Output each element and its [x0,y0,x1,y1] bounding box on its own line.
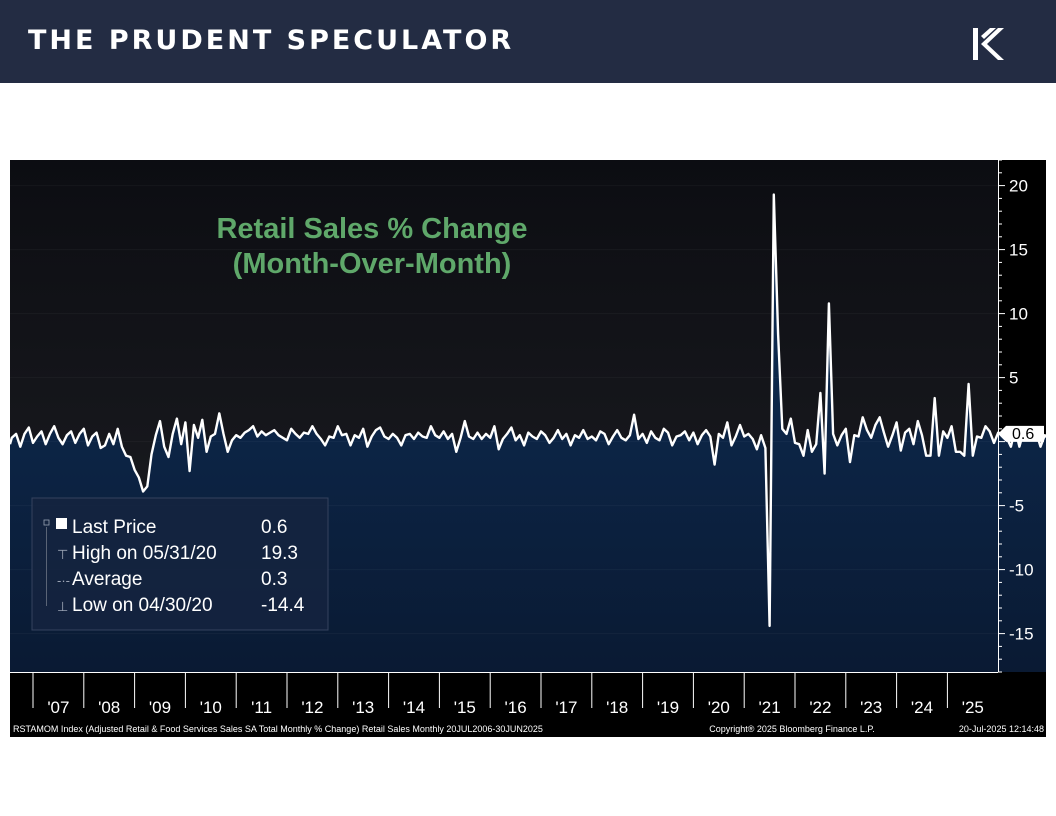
chart-title: Retail Sales % Change [216,213,527,245]
last-value-label: 0.6 [1012,426,1034,443]
x-tick-label: '07 [47,698,69,717]
legend-label-average: Average [72,569,142,590]
x-tick-label: '22 [809,698,831,717]
x-tick-label: '24 [911,698,933,717]
y-tick-label: -10 [1009,561,1034,580]
x-tick-label: '19 [657,698,679,717]
legend-label-high: High on 05/31/20 [72,543,217,564]
legend-value-average: 0.3 [261,569,287,590]
y-tick-label: 15 [1009,241,1028,260]
y-tick-label: 10 [1009,305,1028,324]
x-tick-label: '14 [403,698,425,717]
y-tick-label: 5 [1009,369,1018,388]
footer-timestamp: 20-Jul-2025 12:14:48 [959,724,1044,734]
legend-box [31,497,329,631]
y-tick-label: -5 [1009,497,1024,516]
x-tick-label: '16 [505,698,527,717]
x-tick-label: '21 [759,698,781,717]
series-line [8,193,1056,628]
footer-source: RSTAMOM Index (Adjusted Retail & Food Se… [13,724,543,734]
x-tick-label: '25 [962,698,984,717]
legend-collapse-icon[interactable] [43,519,50,526]
y-tick-label: -15 [1009,625,1034,644]
x-tick-label: '13 [352,698,374,717]
x-tick-label: '17 [555,698,577,717]
footer-copyright: Copyright® 2025 Bloomberg Finance L.P. [709,724,875,734]
last-value-tag: 0.6 [998,425,1044,443]
average-marker-icon: -·- [57,573,70,588]
legend-label-low: Low on 04/30/20 [72,595,213,616]
x-tick-label: '12 [301,698,323,717]
legend: Last Price 0.6 ⊤ High on 05/31/20 19.3 -… [31,497,329,631]
legend-value-high: 19.3 [261,543,298,564]
legend-label-last: Last Price [72,517,156,538]
y-tick-label: 20 [1009,177,1028,196]
legend-value-low: -14.4 [261,595,305,616]
x-tick-label: '20 [708,698,730,717]
x-tick-label: '08 [98,698,120,717]
tps-logo-icon [973,28,1004,60]
header-bar: THE PRUDENT SPECULATOR [0,0,1056,83]
chart-container: 20 15 10 5 -5 -10 -15 '07 '08 '09 '10 '11 '12 '13 '14… [8,159,1056,737]
x-tick-label: '18 [606,698,628,717]
retail-sales-chart: 20 15 10 5 -5 -10 -15 '07 '08 '09 '10 '11 '12 '13 '14… [8,159,1056,734]
x-tick-label: '15 [454,698,476,717]
legend-swatch-last [56,518,67,529]
x-tick-label: '10 [200,698,222,717]
x-tick-label: '09 [149,698,171,717]
x-tick-label: '23 [860,698,882,717]
low-marker-icon: ⊥ [57,599,68,614]
brand-title: THE PRUDENT SPECULATOR [28,25,515,56]
chart-subtitle: (Month-Over-Month) [233,248,512,280]
x-tick-label: '11 [251,698,272,717]
legend-value-last: 0.6 [261,517,287,538]
high-marker-icon: ⊤ [57,547,68,562]
last-value-tag-box [998,425,1044,442]
